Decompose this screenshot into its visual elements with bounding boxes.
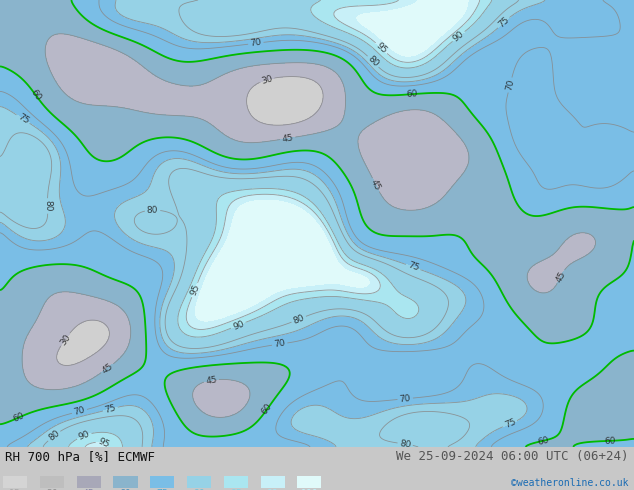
Text: 95: 95 xyxy=(374,41,389,55)
Text: 60: 60 xyxy=(260,402,275,416)
Text: 45: 45 xyxy=(100,362,115,375)
Text: 60: 60 xyxy=(537,435,550,446)
Text: 75: 75 xyxy=(16,112,30,126)
Bar xyxy=(261,476,285,488)
Text: 80: 80 xyxy=(146,205,158,215)
Text: 60: 60 xyxy=(406,89,418,99)
Bar xyxy=(113,476,138,488)
Text: 75: 75 xyxy=(157,489,168,490)
Text: 70: 70 xyxy=(73,406,86,417)
Bar xyxy=(150,476,174,488)
Bar xyxy=(187,476,211,488)
Text: 70: 70 xyxy=(504,78,516,92)
Text: 90: 90 xyxy=(451,29,466,44)
Text: 60: 60 xyxy=(29,88,43,102)
Text: 45: 45 xyxy=(281,133,294,144)
Text: 30: 30 xyxy=(58,332,72,347)
Text: 90: 90 xyxy=(77,429,91,442)
Text: 75: 75 xyxy=(496,15,511,30)
Text: 100: 100 xyxy=(301,489,318,490)
Text: 15: 15 xyxy=(10,489,21,490)
Text: 80: 80 xyxy=(292,313,306,326)
Bar xyxy=(3,476,27,488)
Text: 60: 60 xyxy=(120,489,131,490)
Text: 60: 60 xyxy=(604,436,616,445)
Text: We 25-09-2024 06:00 UTC (06+24): We 25-09-2024 06:00 UTC (06+24) xyxy=(396,450,629,464)
Bar xyxy=(297,476,321,488)
Text: 99: 99 xyxy=(267,489,278,490)
Text: 80: 80 xyxy=(47,429,61,443)
Text: 95: 95 xyxy=(230,489,242,490)
Bar xyxy=(77,476,101,488)
Text: 45: 45 xyxy=(369,178,382,192)
Text: 45: 45 xyxy=(83,489,94,490)
Text: 30: 30 xyxy=(46,489,58,490)
Text: 95: 95 xyxy=(96,437,110,450)
Text: 30: 30 xyxy=(260,74,274,86)
Bar xyxy=(224,476,248,488)
Text: 70: 70 xyxy=(399,394,411,404)
Bar xyxy=(40,476,64,488)
Text: 75: 75 xyxy=(103,403,117,415)
Text: 75: 75 xyxy=(503,417,517,430)
Text: 75: 75 xyxy=(406,261,420,273)
Text: 80: 80 xyxy=(366,54,380,69)
Text: RH 700 hPa [%] ECMWF: RH 700 hPa [%] ECMWF xyxy=(5,450,155,464)
Text: 45: 45 xyxy=(554,270,567,284)
Text: 70: 70 xyxy=(273,339,286,349)
Text: ©weatheronline.co.uk: ©weatheronline.co.uk xyxy=(512,478,629,488)
Text: 90: 90 xyxy=(193,489,205,490)
Text: 45: 45 xyxy=(205,375,217,386)
Text: 70: 70 xyxy=(250,38,262,49)
Text: 60: 60 xyxy=(12,411,26,424)
Text: 80: 80 xyxy=(43,200,52,212)
Text: 80: 80 xyxy=(399,439,411,449)
Text: 90: 90 xyxy=(231,319,245,332)
Text: 95: 95 xyxy=(188,283,201,297)
